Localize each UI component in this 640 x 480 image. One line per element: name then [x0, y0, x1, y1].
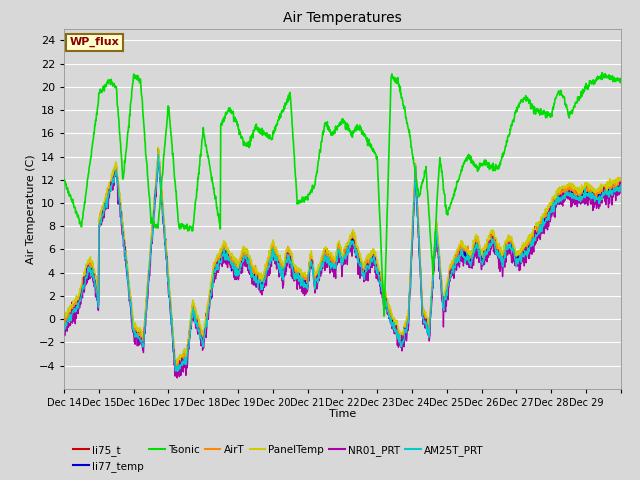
Y-axis label: Air Temperature (C): Air Temperature (C)	[26, 154, 36, 264]
Legend: li75_t, li77_temp, Tsonic, AirT, PanelTemp, NR01_PRT, AM25T_PRT: li75_t, li77_temp, Tsonic, AirT, PanelTe…	[69, 441, 488, 476]
X-axis label: Time: Time	[329, 409, 356, 419]
Title: Air Temperatures: Air Temperatures	[283, 11, 402, 25]
Text: WP_flux: WP_flux	[70, 37, 119, 47]
